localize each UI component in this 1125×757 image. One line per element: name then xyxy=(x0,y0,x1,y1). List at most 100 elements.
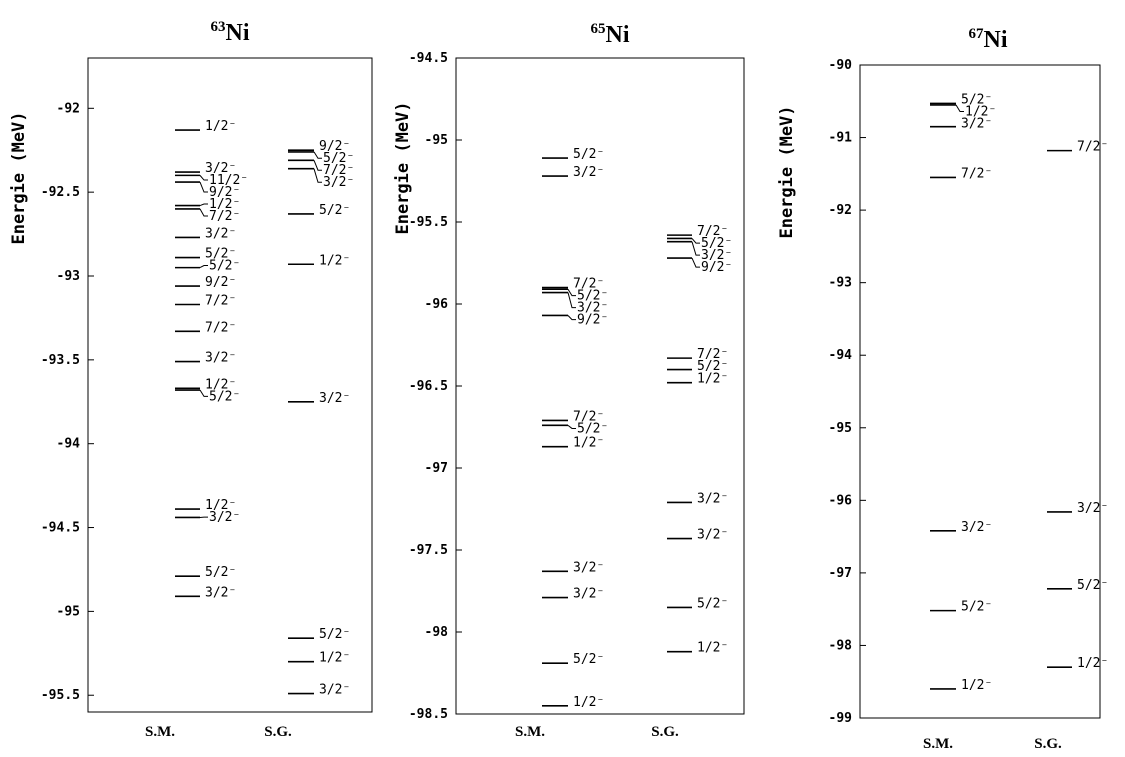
level-label: 5/2⁻ xyxy=(205,565,236,580)
y-tick-label: -94.5 xyxy=(41,521,80,536)
level-leader xyxy=(691,238,700,244)
panel-67: 67Ni Energie (MeV) -90 -91 -92 -93 -94 -95 -96 -9… xyxy=(777,26,1108,752)
y-tick-label: -95 xyxy=(57,604,80,619)
y-tick-label: -95 xyxy=(829,421,852,436)
level-label: 1/2⁻ xyxy=(697,641,728,656)
level-label: 1/2⁻ xyxy=(209,197,240,212)
level-label: 5/2⁻ xyxy=(697,596,728,611)
mass-number: 67 xyxy=(969,26,985,42)
y-tick-label: -98.5 xyxy=(409,707,448,722)
mass-number: 65 xyxy=(591,21,606,37)
level-label: 5/2⁻ xyxy=(577,289,608,304)
column-label: S.M. xyxy=(515,724,545,740)
column-label: S.M. xyxy=(923,736,953,752)
level-label: 5/2⁻ xyxy=(1077,578,1108,593)
level-label: 7/2⁻ xyxy=(323,163,354,178)
level-leader xyxy=(199,203,208,207)
level-leader xyxy=(199,389,208,397)
mass-number: 63 xyxy=(211,19,226,35)
y-tick-label: -91 xyxy=(829,131,853,146)
y-tick-label: -92 xyxy=(829,203,852,218)
y-tick-label: -92 xyxy=(57,101,80,116)
level-leader xyxy=(691,257,700,268)
level-label: 7/2⁻ xyxy=(209,209,240,224)
y-tick-label: -95.5 xyxy=(409,215,448,230)
level-label: 3/2⁻ xyxy=(697,491,728,506)
level-label: 3/2⁻ xyxy=(205,585,236,600)
level-label: 7/2⁻ xyxy=(697,224,728,239)
level-label: 5/2⁻ xyxy=(697,359,728,374)
level-leader xyxy=(567,292,576,309)
level-leader xyxy=(199,181,208,193)
level-label: 3/2⁻ xyxy=(205,351,236,366)
level-label: 1/2⁻ xyxy=(205,498,236,513)
element-symbol: Ni xyxy=(984,27,1008,53)
level-label: 3/2⁻ xyxy=(573,165,604,180)
plot-frame xyxy=(859,64,1101,719)
level-label: 3/2⁻ xyxy=(701,248,732,263)
level-label: 7/2⁻ xyxy=(573,409,604,424)
level-label: 7/2⁻ xyxy=(205,294,236,309)
level-label: 11/2⁻ xyxy=(209,173,248,188)
y-tick-label: -99 xyxy=(829,711,852,726)
level-label: 5/2⁻ xyxy=(209,389,240,404)
y-tick-label: -98 xyxy=(829,638,853,653)
element-symbol: Ni xyxy=(226,20,250,46)
level-label: 3/2⁻ xyxy=(697,528,728,543)
level-label: 9/2⁻ xyxy=(577,313,608,328)
y-tick-label: -96.5 xyxy=(409,379,448,394)
level-label: 7/2⁻ xyxy=(961,166,992,181)
column-label: S.G. xyxy=(1034,736,1062,752)
level-label: 1/2⁻ xyxy=(697,372,728,387)
level-leader xyxy=(199,208,208,217)
level-leader xyxy=(567,288,576,297)
y-tick-label: -93 xyxy=(57,269,80,284)
level-label: 7/2⁻ xyxy=(205,320,236,335)
level-label: 9/2⁻ xyxy=(205,275,236,290)
y-tick-label: -96 xyxy=(829,493,853,508)
level-leader xyxy=(199,265,208,269)
level-label: 9/2⁻ xyxy=(319,139,350,154)
level-label: 3/2⁻ xyxy=(319,683,350,698)
level-label: 3/2⁻ xyxy=(961,520,992,535)
column-label: S.G. xyxy=(264,724,292,740)
y-tick-label: -95.5 xyxy=(41,688,80,703)
level-label: 5/2⁻ xyxy=(573,652,604,667)
level-label: 5/2⁻ xyxy=(209,259,240,274)
level-label: 5/2⁻ xyxy=(701,236,732,251)
y-tick-label: -96 xyxy=(425,297,449,312)
level-label: 3/2⁻ xyxy=(577,301,608,316)
level-label: 3/2⁻ xyxy=(573,587,604,602)
level-label: 3/2⁻ xyxy=(205,226,236,241)
level-label: 5/2⁻ xyxy=(961,92,992,107)
level-label: 3/2⁻ xyxy=(323,175,354,190)
level-label: 1/2⁻ xyxy=(1077,656,1108,671)
level-leader xyxy=(313,160,322,171)
level-leader xyxy=(567,315,576,321)
level-label: 5/2⁻ xyxy=(961,600,992,615)
level-label: 5/2⁻ xyxy=(205,247,236,262)
level-leader xyxy=(199,175,208,181)
y-tick-label: -90 xyxy=(829,58,853,73)
level-label: 3/2⁻ xyxy=(1077,501,1108,516)
level-label: 5/2⁻ xyxy=(323,151,354,166)
y-tick-label: -97.5 xyxy=(409,543,448,558)
level-label: 1/2⁻ xyxy=(573,695,604,710)
y-tick-label: -98 xyxy=(425,625,449,640)
y-tick-label: -92.5 xyxy=(41,185,80,200)
plot-frame xyxy=(87,57,373,713)
level-label: 3/2⁻ xyxy=(961,116,992,131)
panel-title: 65Ni xyxy=(591,21,630,48)
level-label: 9/2⁻ xyxy=(701,260,732,275)
y-tick-label: -94 xyxy=(57,437,81,452)
level-label: 9/2⁻ xyxy=(209,185,240,200)
y-tick-label: -95 xyxy=(425,133,448,148)
level-label: 1/2⁻ xyxy=(205,119,236,134)
level-label: 3/2⁻ xyxy=(209,510,240,525)
level-label: 3/2⁻ xyxy=(205,161,236,176)
y-tick-label: -94 xyxy=(829,348,853,363)
panel-title: 67Ni xyxy=(969,26,1008,53)
level-label: 1/2⁻ xyxy=(573,436,604,451)
level-label: 7/2⁻ xyxy=(1077,140,1108,155)
